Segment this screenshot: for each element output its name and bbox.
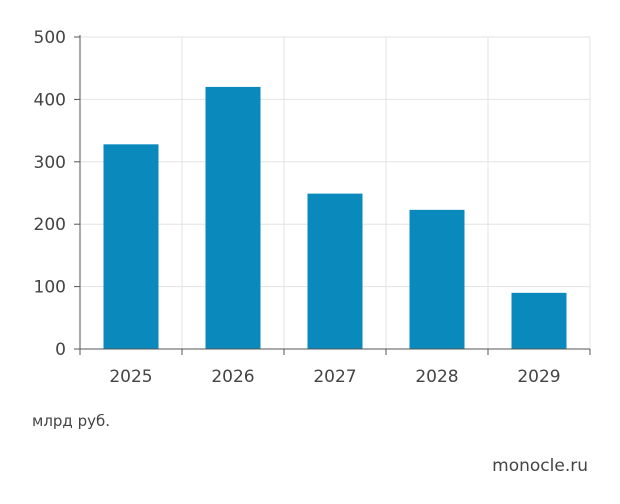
y-tick-label: 0 <box>55 340 66 360</box>
bar <box>103 144 159 349</box>
y-tick-label: 400 <box>34 90 66 110</box>
x-tick-label: 2029 <box>517 367 560 387</box>
unit-label: млрд руб. <box>32 412 110 430</box>
bar <box>205 86 261 350</box>
x-tick-label: 2026 <box>211 367 254 387</box>
y-tick-label: 200 <box>34 215 66 235</box>
bar <box>307 193 363 349</box>
y-tick-label: 500 <box>34 28 66 48</box>
bar <box>511 292 567 349</box>
bar <box>409 209 465 349</box>
y-tick-label: 100 <box>34 278 66 298</box>
x-tick-label: 2028 <box>415 367 458 387</box>
source-label: monocle.ru <box>492 456 588 476</box>
bar-chart: 0 100 200 300 400 500 2025 2026 2027 2028 2029 <box>34 28 591 387</box>
x-tick-label: 2025 <box>109 367 152 387</box>
y-tick-label: 300 <box>34 153 66 173</box>
x-tick-label: 2027 <box>313 367 356 387</box>
